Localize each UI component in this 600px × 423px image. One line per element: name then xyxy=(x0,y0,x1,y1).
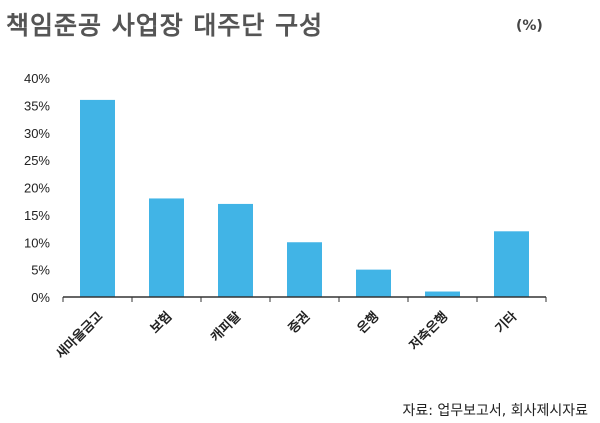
y-tick-label: 15% xyxy=(24,208,50,223)
y-tick-label: 10% xyxy=(24,235,50,250)
y-tick-label: 0% xyxy=(31,290,50,305)
y-tick-label: 30% xyxy=(24,126,50,141)
bar xyxy=(287,242,322,297)
y-tick-label: 35% xyxy=(24,98,50,113)
bar xyxy=(80,99,115,298)
bar xyxy=(425,291,460,297)
source-note: 자료: 업무보고서, 회사제시자료 xyxy=(402,403,588,419)
bar xyxy=(149,198,184,297)
y-tick-label: 40% xyxy=(24,71,50,86)
x-tick-label: 캐피탈 xyxy=(208,308,244,344)
bar xyxy=(356,269,391,297)
x-tick-label: 증권 xyxy=(285,309,313,337)
chart-title: 책임준공 사업장 대주단 구성 xyxy=(6,11,324,40)
x-tick-label: 새마을금고 xyxy=(53,308,106,361)
x-tick-label: 기타 xyxy=(492,308,520,336)
bar xyxy=(494,231,529,297)
y-tick-label: 20% xyxy=(24,181,50,196)
unit-label: (%) xyxy=(516,18,543,34)
x-tick-label: 저축은행 xyxy=(406,309,450,353)
bar xyxy=(218,203,253,297)
x-tick-label: 은행 xyxy=(354,309,382,337)
y-tick-label: 5% xyxy=(31,263,50,278)
y-tick-label: 25% xyxy=(24,153,50,168)
x-tick-label: 보험 xyxy=(147,309,175,337)
